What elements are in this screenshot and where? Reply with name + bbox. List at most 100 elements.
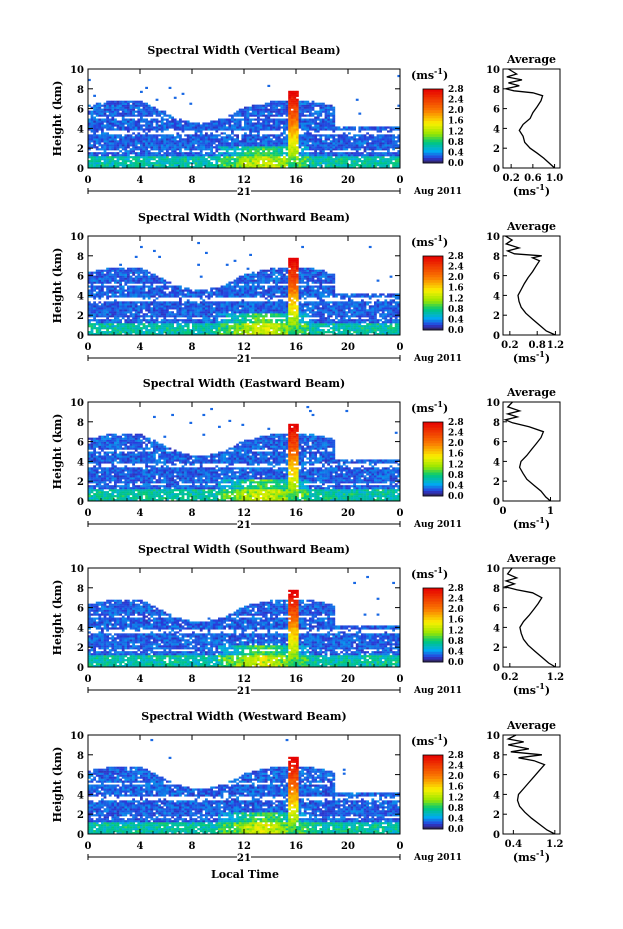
profile-y-tick-label: 4 (493, 790, 500, 801)
colorbar-tick-label: 1.2 (448, 460, 464, 470)
profile-unit: (ms-1) (513, 848, 550, 864)
colorbar: 0.00.40.81.21.62.02.42.8 (422, 751, 464, 835)
y-tick-label: 0 (77, 164, 84, 175)
colorbar-segment (423, 614, 443, 618)
colorbar-segment (423, 440, 443, 444)
colorbar-segment (423, 485, 443, 489)
profile-y-tick-label: 8 (493, 252, 500, 263)
colorbar: 0.00.40.81.21.62.02.42.8 (422, 418, 464, 502)
date-label: Aug 2011 (413, 520, 462, 530)
x-tick-label: 16 (289, 674, 303, 685)
y-tick-label: 4 (77, 623, 84, 634)
profile-y-tick-label: 8 (493, 85, 500, 96)
y-axis-label: Height (km) (51, 747, 64, 823)
colorbar-segment (423, 123, 443, 127)
colorbar-tick-label: 1.6 (448, 783, 464, 793)
panel-title: Spectral Width (Westward Beam) (141, 710, 346, 723)
colorbar-segment (423, 131, 443, 135)
colorbar-segment (423, 472, 443, 476)
colorbar-segment (423, 810, 443, 814)
y-axis-label: Height (km) (51, 81, 64, 157)
y-tick-label: 10 (70, 398, 84, 409)
profile-line (506, 734, 556, 835)
colorbar-tick-label: 0.8 (448, 804, 464, 814)
colorbar-segment (423, 445, 443, 449)
colorbar-segment (423, 789, 443, 793)
colorbar-segment (423, 818, 443, 822)
colorbar-segment (423, 94, 443, 98)
colorbar-frame (422, 754, 444, 830)
colorbar-tick-label: 1.2 (448, 626, 464, 636)
y-tick-label: 8 (77, 584, 84, 595)
average-profile: Average 0 2 4 6 8 10 0.2 0.6 1.0(ms-1) (486, 53, 563, 198)
y-tick-label: 8 (77, 418, 84, 429)
colorbar-segment (423, 821, 443, 825)
colorbar-tick-label: 1.6 (448, 117, 464, 127)
colorbar-segment (423, 826, 443, 830)
profile-x-tick-label: 0.8 (528, 340, 545, 351)
colorbar-tick-label: 2.0 (448, 439, 464, 449)
colorbar-tick-label: 2.0 (448, 106, 464, 116)
colorbar-segment (423, 157, 443, 161)
y-axis-label: Height (km) (51, 248, 64, 324)
colorbar-segment (423, 784, 443, 788)
colorbar-tick-label: 0.4 (448, 814, 464, 824)
colorbar-tick-label: 1.6 (448, 616, 464, 626)
y-tick-label: 10 (70, 232, 84, 243)
colorbar-segment (423, 266, 443, 270)
y-tick-label: 0 (77, 663, 84, 674)
profile-y-tick-label: 6 (493, 771, 500, 782)
colorbar-segment (423, 300, 443, 304)
colorbar-tick-label: 2.8 (448, 751, 464, 761)
colorbar-tick-label: 2.4 (448, 263, 464, 273)
profile-y-tick-label: 10 (486, 65, 500, 76)
colorbar-tick-label: 2.8 (448, 418, 464, 428)
colorbar-segment (423, 619, 443, 623)
average-profile: Average 0 2 4 6 8 10 0.4 1.2(ms-1) (486, 719, 563, 864)
colorbar-segment (423, 277, 443, 281)
colorbar-segment (423, 770, 443, 774)
x-tick-label: 8 (189, 841, 196, 852)
date-label: Aug 2011 (413, 686, 462, 696)
profile-y-tick-label: 8 (493, 418, 500, 429)
colorbar-segment (423, 635, 443, 639)
profile-y-tick-label: 2 (493, 810, 500, 821)
colorbar-unit: (ms-1) (411, 66, 448, 82)
x-tick-label: 12 (237, 342, 251, 353)
colorbar-segment (423, 459, 443, 462)
profile-y-tick-label: 6 (493, 272, 500, 283)
x-tick-label: 20 (341, 175, 355, 186)
colorbar-segment (423, 617, 443, 621)
colorbar-segment (423, 287, 443, 291)
colorbar-segment (423, 464, 443, 468)
x-tick-label: 0 (85, 674, 92, 685)
profile-x-tick-label: 1 (547, 506, 554, 517)
average-title: Average (506, 220, 556, 233)
y-tick-label: 4 (77, 124, 84, 135)
colorbar-segment (423, 456, 443, 460)
profile-y-tick-label: 4 (493, 291, 500, 302)
profile-y-tick-label: 0 (493, 331, 500, 342)
colorbar-segment (423, 91, 443, 95)
colorbar-tick-label: 0.8 (448, 138, 464, 148)
colorbar-tick-label: 0.4 (448, 315, 464, 325)
y-tick-label: 2 (77, 311, 84, 322)
colorbar-segment (423, 324, 443, 328)
colorbar-segment (423, 609, 443, 613)
x-tick-label: 4 (137, 841, 144, 852)
colorbar-segment (423, 308, 443, 312)
colorbar-segment (423, 263, 443, 267)
colorbar: 0.00.40.81.21.62.02.42.8 (422, 85, 464, 169)
colorbar-segment (423, 258, 443, 262)
colorbar-segment (423, 477, 443, 481)
average-profile: Average 0 2 4 6 8 10 0.2 1.2(ms-1) (486, 552, 564, 697)
y-tick-label: 6 (77, 771, 84, 782)
colorbar-tick-label: 2.0 (448, 273, 464, 283)
profile-unit: (ms-1) (513, 349, 550, 365)
profile-y-tick-label: 2 (493, 144, 500, 155)
colorbar-tick-label: 0.0 (448, 159, 464, 169)
profile-x-tick-label: 0.4 (505, 839, 522, 850)
colorbar-segment (423, 611, 443, 615)
colorbar-segment (423, 651, 443, 655)
colorbar-segment (423, 480, 443, 484)
